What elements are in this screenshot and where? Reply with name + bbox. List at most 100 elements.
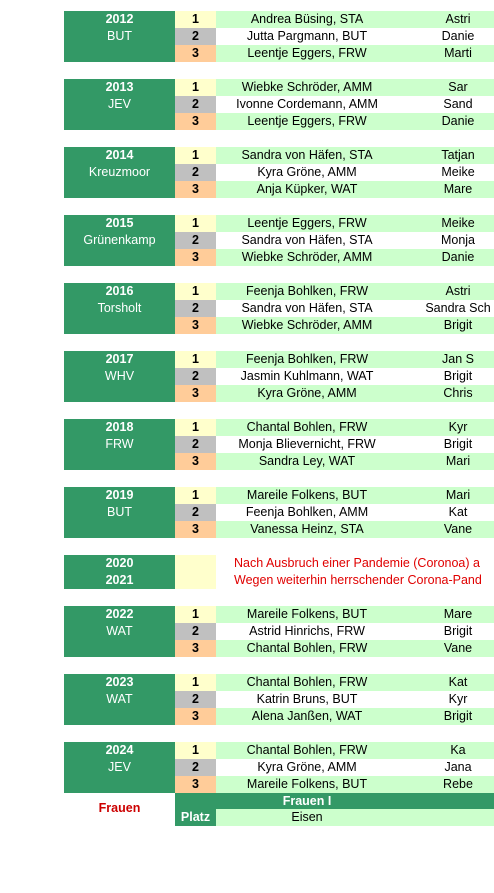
year: 2022 — [105, 607, 134, 621]
year-label: 2019 BUT — [64, 487, 175, 538]
rank-3: 3 — [175, 521, 216, 538]
year-label: 2017 WHV — [64, 351, 175, 402]
year-label: 2020 2021 — [64, 555, 175, 589]
second-name-cell: Mari — [445, 488, 471, 502]
first-name-cell: Leentje Eggers, FRW — [247, 46, 367, 60]
empty-rank-cell — [175, 555, 216, 589]
rank-2: 2 — [175, 436, 216, 453]
rank-3: 3 — [175, 249, 216, 266]
category-header-cell: Eisen — [216, 809, 494, 826]
first-name-cell: Ivonne Cordemann, AMM — [236, 97, 378, 111]
rank-3: 3 — [175, 640, 216, 657]
second-name-cell: Brigit — [443, 318, 473, 332]
rank-1: 1 — [175, 742, 216, 759]
second-name-cell: Mari — [445, 454, 471, 468]
first-name-cell: Feenja Bohlken, FRW — [245, 352, 369, 366]
second-name-cell: Brigit — [443, 624, 473, 638]
year-label: 2024 JEV — [64, 742, 175, 793]
venue: Grünenkamp — [83, 233, 156, 247]
rank-1: 1 — [175, 674, 216, 691]
second-name-cell: Kyr — [448, 420, 468, 434]
first-name-cell: Sandra von Häfen, STA — [241, 233, 373, 247]
rank-2: 2 — [175, 691, 216, 708]
second-name-cell: Astri — [445, 12, 471, 26]
rank-1: 1 — [175, 487, 216, 504]
rank-1: 1 — [175, 11, 216, 28]
rank-1: 1 — [175, 351, 216, 368]
rank-2: 2 — [175, 368, 216, 385]
first-name-cell: Sandra von Häfen, STA — [241, 148, 373, 162]
rank-2: 2 — [175, 300, 216, 317]
venue: WHV — [104, 369, 135, 383]
first-name-cell: Wiebke Schröder, AMM — [241, 250, 373, 264]
second-name-cell: Brigit — [443, 437, 473, 451]
platz-header: Platz — [175, 809, 216, 826]
first-name-cell: Leentje Eggers, FRW — [247, 216, 367, 230]
rank-3: 3 — [175, 453, 216, 470]
year: 2023 — [105, 675, 134, 689]
second-name-cell: Brigit — [443, 369, 473, 383]
second-name-cell: Kyr — [448, 692, 468, 706]
rank-1: 1 — [175, 606, 216, 623]
second-name-cell: Monja — [440, 233, 476, 247]
first-name-cell: Feenja Bohlken, AMM — [245, 505, 369, 519]
second-name-cell: Sand — [443, 97, 473, 111]
rank-2: 2 — [175, 504, 216, 521]
second-name-cell: Kat — [448, 675, 468, 689]
venue: BUT — [107, 505, 132, 519]
first-name-cell: Leentje Eggers, FRW — [247, 114, 367, 128]
first-name-cell: Vanessa Heinz, STA — [250, 522, 364, 536]
first-name-cell: Kyra Gröne, AMM — [257, 760, 357, 774]
first-name-cell: Sandra von Häfen, STA — [241, 301, 373, 315]
rank-1: 1 — [175, 419, 216, 436]
second-name-cell: Astri — [445, 284, 471, 298]
rank-2: 2 — [175, 164, 216, 181]
year: 2020 — [105, 556, 134, 570]
year: 2019 — [105, 488, 134, 502]
year-label: 2013 JEV — [64, 79, 175, 130]
venue: BUT — [107, 29, 132, 43]
rank-2: 2 — [175, 28, 216, 45]
section-header: Frauen I — [175, 793, 494, 809]
first-name-cell: Kyra Gröne, AMM — [257, 165, 357, 179]
first-name-cell: Anja Küpker, WAT — [256, 182, 358, 196]
cancellation-note: Wegen weiterhin herrschender Corona-Pand — [234, 573, 482, 587]
first-name-cell: Sandra Ley, WAT — [258, 454, 356, 468]
year-label: 2016 Torsholt — [64, 283, 175, 334]
rank-1: 1 — [175, 283, 216, 300]
second-name-cell: Rebe — [443, 777, 473, 791]
first-name-cell: Wiebke Schröder, AMM — [241, 80, 373, 94]
rank-2: 2 — [175, 759, 216, 776]
category-header: Eisen — [291, 810, 323, 824]
rank-3: 3 — [175, 317, 216, 334]
year: 2016 — [105, 284, 134, 298]
venue: JEV — [108, 760, 131, 774]
rank-3: 3 — [175, 45, 216, 62]
year-label: 2015 Grünenkamp — [64, 215, 175, 266]
year: 2013 — [105, 80, 134, 94]
first-name-cell: Mareile Folkens, BUT — [246, 488, 368, 502]
second-name-cell: Mare — [443, 182, 473, 196]
rank-3: 3 — [175, 385, 216, 402]
year: 2015 — [105, 216, 134, 230]
second-name-cell: Tatjan — [441, 148, 475, 162]
second-name-cell: Ka — [450, 743, 466, 757]
year-label: 2012 BUT — [64, 11, 175, 62]
second-name-cell: Sar — [448, 80, 468, 94]
venue: WAT — [106, 624, 133, 638]
year: 2017 — [105, 352, 134, 366]
second-name-cell: Sandra Sch — [425, 301, 491, 315]
venue: Torsholt — [97, 301, 142, 315]
first-name-cell: Andrea Büsing, STA — [250, 12, 364, 26]
year-label: 2014 Kreuzmoor — [64, 147, 175, 198]
second-name-cell: Jan S — [442, 352, 474, 366]
year-label: 2018 FRW — [64, 419, 175, 470]
first-name-cell: Monja Blievernicht, FRW — [238, 437, 376, 451]
second-name-cell: Meike — [441, 165, 475, 179]
rank-3: 3 — [175, 708, 216, 725]
section-header-title: Frauen I — [282, 794, 332, 808]
first-name-cell: Chantal Bohlen, FRW — [246, 675, 368, 689]
year: 2018 — [105, 420, 134, 434]
first-name-cell: Jutta Pargmann, BUT — [246, 29, 368, 43]
second-name-cell: Brigit — [443, 709, 473, 723]
